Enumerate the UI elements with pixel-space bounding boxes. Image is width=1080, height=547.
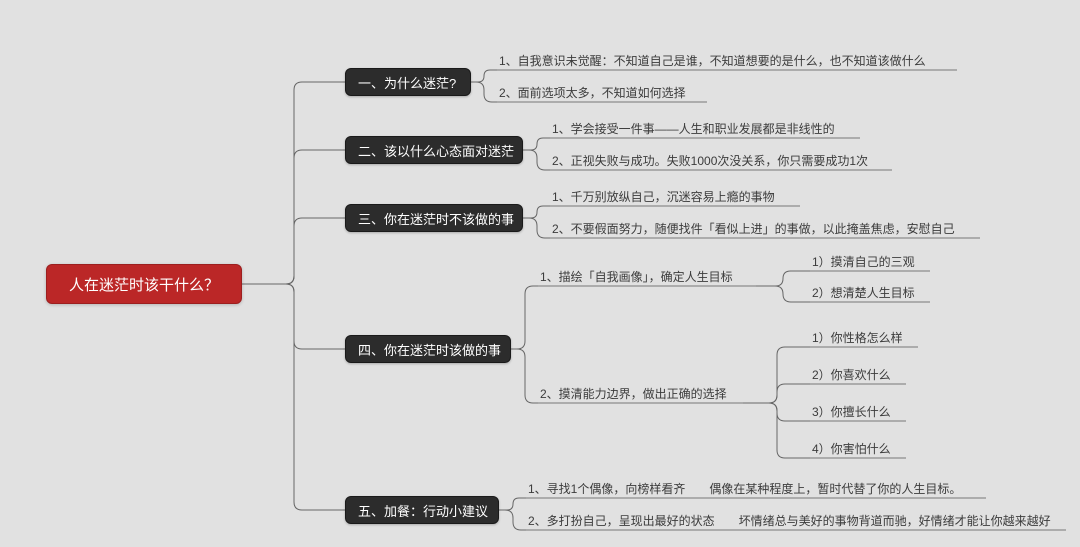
connector — [743, 403, 810, 421]
connector — [242, 150, 345, 284]
leaf-node: 3）你擅长什么 — [810, 403, 893, 422]
branch-node: 四、你在迷茫时该做的事 — [345, 335, 511, 363]
leaf-node: 1、千万别放纵自己，沉迷容易上瘾的事物 — [550, 188, 777, 207]
mindmap-stage: 人在迷茫时该干什么？ 一、为什么迷茫? 1、自我意识未觉醒：不知道自己是谁，不知道想… — [0, 0, 1080, 547]
connector — [756, 271, 810, 286]
connector — [743, 403, 810, 458]
leaf-node: 1、学会接受一件事——人生和职业发展都是非线性的 — [550, 120, 837, 139]
connector — [242, 284, 345, 349]
leaf-node: 2、摸清能力边界，做出正确的选择 — [538, 385, 729, 404]
leaf-node: 4）你害怕什么 — [810, 440, 893, 459]
leaf-node: 1）摸清自己的三观 — [810, 253, 917, 272]
connector — [499, 510, 526, 530]
leaf-node: 2、多打扮自己，呈现出最好的状态 坏情绪总与美好的事物背道而驰，好情绪才能让你越… — [526, 512, 1053, 531]
connector — [511, 286, 538, 349]
connector — [242, 82, 345, 284]
branch-node: 二、该以什么心态面对迷茫 — [345, 136, 523, 164]
leaf-node: 2）想清楚人生目标 — [810, 284, 917, 303]
connector — [523, 206, 550, 218]
connector — [499, 498, 526, 510]
connector — [523, 138, 550, 150]
leaf-node: 1、自我意识未觉醒：不知道自己是谁，不知道想要的是什么，也不知道该做什么 — [497, 52, 928, 71]
connector — [242, 284, 345, 510]
leaf-node: 2）你喜欢什么 — [810, 366, 893, 385]
leaf-node: 2、不要假面努力，随便找件「看似上进」的事做，以此掩盖焦虑，安慰自己 — [550, 220, 957, 239]
leaf-node: 1）你性格怎么样 — [810, 329, 905, 348]
connector — [471, 70, 497, 82]
connector — [743, 347, 810, 403]
connector — [523, 218, 550, 238]
branch-node: 一、为什么迷茫? — [345, 68, 471, 96]
connector — [242, 218, 345, 284]
branch-node: 五、加餐：行动小建议 — [345, 496, 499, 524]
branch-node: 三、你在迷茫时不该做的事 — [345, 204, 523, 232]
connector — [471, 82, 497, 102]
connector — [756, 286, 810, 302]
leaf-node: 2、面前选项太多，不知道如何选择 — [497, 84, 688, 103]
leaf-node: 1、描绘「自我画像」，确定人生目标 — [538, 268, 735, 287]
connector — [511, 349, 538, 403]
root-node: 人在迷茫时该干什么？ — [46, 264, 242, 304]
leaf-node: 2、正视失败与成功。失败1000次没关系，你只需要成功1次 — [550, 152, 870, 171]
connector — [523, 150, 550, 170]
leaf-node: 1、寻找1个偶像，向榜样看齐 偶像在某种程度上，暂时代替了你的人生目标。 — [526, 480, 963, 499]
connector — [743, 384, 810, 403]
